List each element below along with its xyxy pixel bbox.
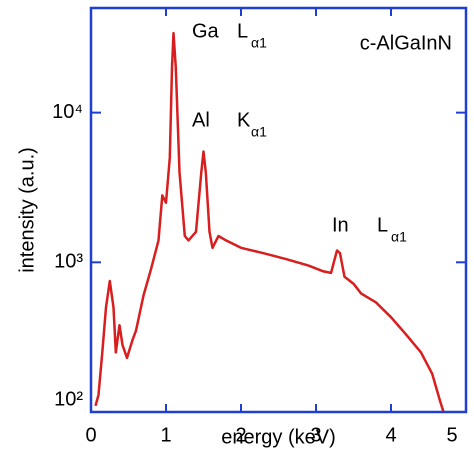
plot-frame: [89, 6, 468, 414]
x-axis-label: energy (keV): [221, 426, 336, 448]
y-tick-label: 10²: [54, 388, 83, 410]
peak-element: Ga: [192, 20, 220, 42]
data-line: [94, 31, 445, 413]
x-tick-label: 1: [160, 424, 171, 446]
peak-subscript: α1: [391, 229, 407, 245]
x-tick-label: 2: [235, 424, 246, 446]
y-tick-label: 10³: [54, 251, 83, 273]
peak-line: L: [377, 214, 388, 236]
x-tick-label: 3: [310, 424, 321, 446]
peak-line: L: [237, 20, 248, 42]
peak-element: Al: [192, 109, 210, 131]
peak-subscript: α1: [251, 35, 267, 51]
x-tick-label: 4: [385, 424, 396, 446]
x-tick-label: 5: [446, 424, 457, 446]
y-tick-label: 10⁴: [52, 101, 83, 123]
y-axis-label: intensity (a.u.): [16, 147, 38, 273]
peak-subscript: α1: [251, 124, 267, 140]
sample-label: c-AlGaInN: [360, 32, 452, 54]
x-tick-label: 0: [85, 424, 96, 446]
peak-element: In: [332, 214, 349, 236]
peak-line: K: [237, 109, 251, 131]
